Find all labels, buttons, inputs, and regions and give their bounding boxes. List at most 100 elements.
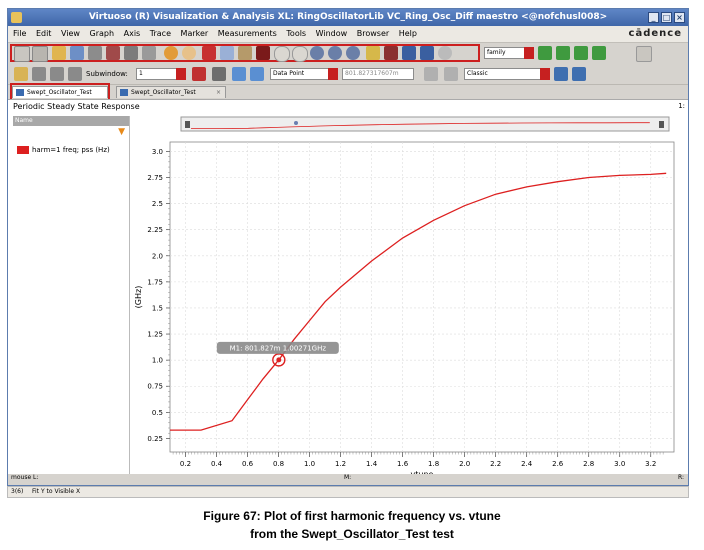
family-select[interactable]: family: [484, 47, 534, 59]
y-tick-label: 0.5: [152, 409, 163, 417]
chart-icon[interactable]: [424, 67, 438, 81]
marker-ring[interactable]: [272, 353, 286, 367]
paste-icon[interactable]: [238, 46, 252, 60]
marker-coordinate-input[interactable]: 801.827317607m: [342, 68, 414, 80]
grid-icon[interactable]: [636, 46, 652, 62]
layout-icon-2[interactable]: [556, 46, 570, 60]
menu-measurements[interactable]: Measurements: [217, 29, 277, 38]
layout-icon-4[interactable]: [592, 46, 606, 60]
x-tick-label: 0.8: [273, 460, 284, 468]
plot-area[interactable]: [169, 141, 675, 453]
copy-icon[interactable]: [220, 46, 234, 60]
legend-swatch: [17, 146, 29, 154]
tab-swept-oscillator-test-active[interactable]: Swept_Oscillator_Test: [12, 86, 108, 98]
flag-icon[interactable]: [192, 67, 206, 81]
pencil-icon[interactable]: [14, 67, 28, 81]
new-window-icon[interactable]: [14, 46, 30, 62]
command-line[interactable]: 3(6) Fit Y to Visible X: [7, 486, 689, 498]
menu-edit[interactable]: Edit: [35, 29, 52, 38]
menu-file[interactable]: File: [13, 29, 27, 38]
y-tick-label: 3.0: [152, 148, 163, 156]
style-settings-icon[interactable]: [554, 67, 568, 81]
maximize-button[interactable]: □: [661, 12, 672, 23]
next-marker-icon[interactable]: [250, 67, 264, 81]
marker-m1[interactable]: M1: 801.827m 1.00271GHz: [216, 341, 339, 367]
marker-info-icon[interactable]: [212, 67, 226, 81]
zoom-in-icon[interactable]: [310, 46, 324, 60]
style-dropdown-arrow[interactable]: [540, 68, 550, 80]
x-tick-label: 2.4: [521, 460, 533, 468]
ellipse-icon[interactable]: [292, 46, 308, 62]
menu-window[interactable]: Window: [315, 29, 348, 38]
layout-icon-3[interactable]: [574, 46, 588, 60]
family-dropdown-arrow[interactable]: [524, 47, 534, 59]
subwindow-dropdown-arrow[interactable]: [176, 68, 186, 80]
columns-icon[interactable]: [50, 67, 64, 81]
x-tick-label: 1.6: [397, 460, 409, 468]
overview-left-handle[interactable]: [185, 121, 190, 128]
layout-icon-1[interactable]: [538, 46, 552, 60]
menu-tools[interactable]: Tools: [286, 29, 307, 38]
filter-icon[interactable]: ▼: [118, 127, 125, 137]
tiles-icon[interactable]: [68, 67, 82, 81]
overview-right-handle[interactable]: [659, 121, 664, 128]
figure-caption-line-2: from the Swept_Oscillator_Test test: [250, 527, 454, 541]
edit-icon[interactable]: [142, 46, 156, 60]
redo-icon[interactable]: [182, 46, 196, 60]
x-tick-label: 2.2: [490, 460, 501, 468]
close-button[interactable]: ×: [674, 12, 685, 23]
subwindow-input[interactable]: 1: [136, 68, 184, 80]
zoom-fit-icon[interactable]: [346, 46, 360, 60]
tab-close-icon[interactable]: ×: [215, 89, 221, 96]
y-tick-label: 2.75: [147, 174, 163, 182]
save-icon[interactable]: [70, 46, 84, 60]
trace-harm1-freq[interactable]: [170, 172, 667, 431]
legend-entry-label: harm=1 freq; pss (Hz): [32, 146, 110, 154]
split-chart-icon[interactable]: [402, 46, 416, 60]
subwindow-icon[interactable]: [32, 46, 48, 62]
cursor-icon[interactable]: [366, 46, 380, 60]
print-preview-icon[interactable]: [106, 46, 120, 60]
circle-marker-icon[interactable]: [274, 46, 290, 62]
tab-swept-oscillator-test[interactable]: Swept_Oscillator_Test ×: [116, 86, 226, 98]
delete-icon[interactable]: [256, 46, 270, 60]
marker-dot[interactable]: [276, 357, 282, 363]
style-select[interactable]: Classic: [464, 68, 548, 80]
table-icon[interactable]: [32, 67, 46, 81]
plot-title: Periodic Steady State Response: [13, 102, 140, 111]
x-tick-label: 0.4: [211, 460, 223, 468]
menu-view[interactable]: View: [60, 29, 80, 38]
open-folder-icon[interactable]: [52, 46, 66, 60]
minimize-button[interactable]: _: [648, 12, 659, 23]
legend-entry-harm1[interactable]: harm=1 freq; pss (Hz): [17, 146, 110, 154]
zoom-out-icon[interactable]: [328, 46, 342, 60]
marker-label-box: [216, 341, 339, 354]
marker-type-dropdown-arrow[interactable]: [328, 68, 338, 80]
menu-marker[interactable]: Marker: [180, 29, 209, 38]
strip-chart-icon[interactable]: [384, 46, 398, 60]
undo-icon[interactable]: [164, 46, 178, 60]
y-axis-label: (GHz): [134, 286, 143, 309]
mouse-right-label: R:: [677, 474, 684, 481]
cut-icon[interactable]: [202, 46, 216, 60]
search-icon[interactable]: [438, 46, 452, 60]
marker-type-select[interactable]: Data Point: [270, 68, 332, 80]
prev-marker-icon[interactable]: [232, 67, 246, 81]
style-palette-icon[interactable]: [572, 67, 586, 81]
tab-chart-icon: [120, 89, 128, 96]
menu-axis[interactable]: Axis: [123, 29, 141, 38]
trace-legend-panel: Name ▼ harm=1 freq; pss (Hz): [13, 116, 130, 485]
menu-trace[interactable]: Trace: [149, 29, 171, 38]
y-tick-label: 2.5: [152, 200, 163, 208]
cadence-logo: cādence: [628, 28, 682, 39]
calculator-icon[interactable]: [124, 46, 138, 60]
zoom-region-icon[interactable]: [444, 67, 458, 81]
menu-help[interactable]: Help: [398, 29, 417, 38]
menu-browser[interactable]: Browser: [356, 29, 390, 38]
menu-graph[interactable]: Graph: [89, 29, 115, 38]
stack-chart-icon[interactable]: [420, 46, 434, 60]
y-tick-label: 0.75: [147, 383, 163, 391]
x-tick-label: 3.0: [614, 460, 625, 468]
print-icon[interactable]: [88, 46, 102, 60]
tab-label: Swept_Oscillator_Test: [131, 89, 196, 96]
